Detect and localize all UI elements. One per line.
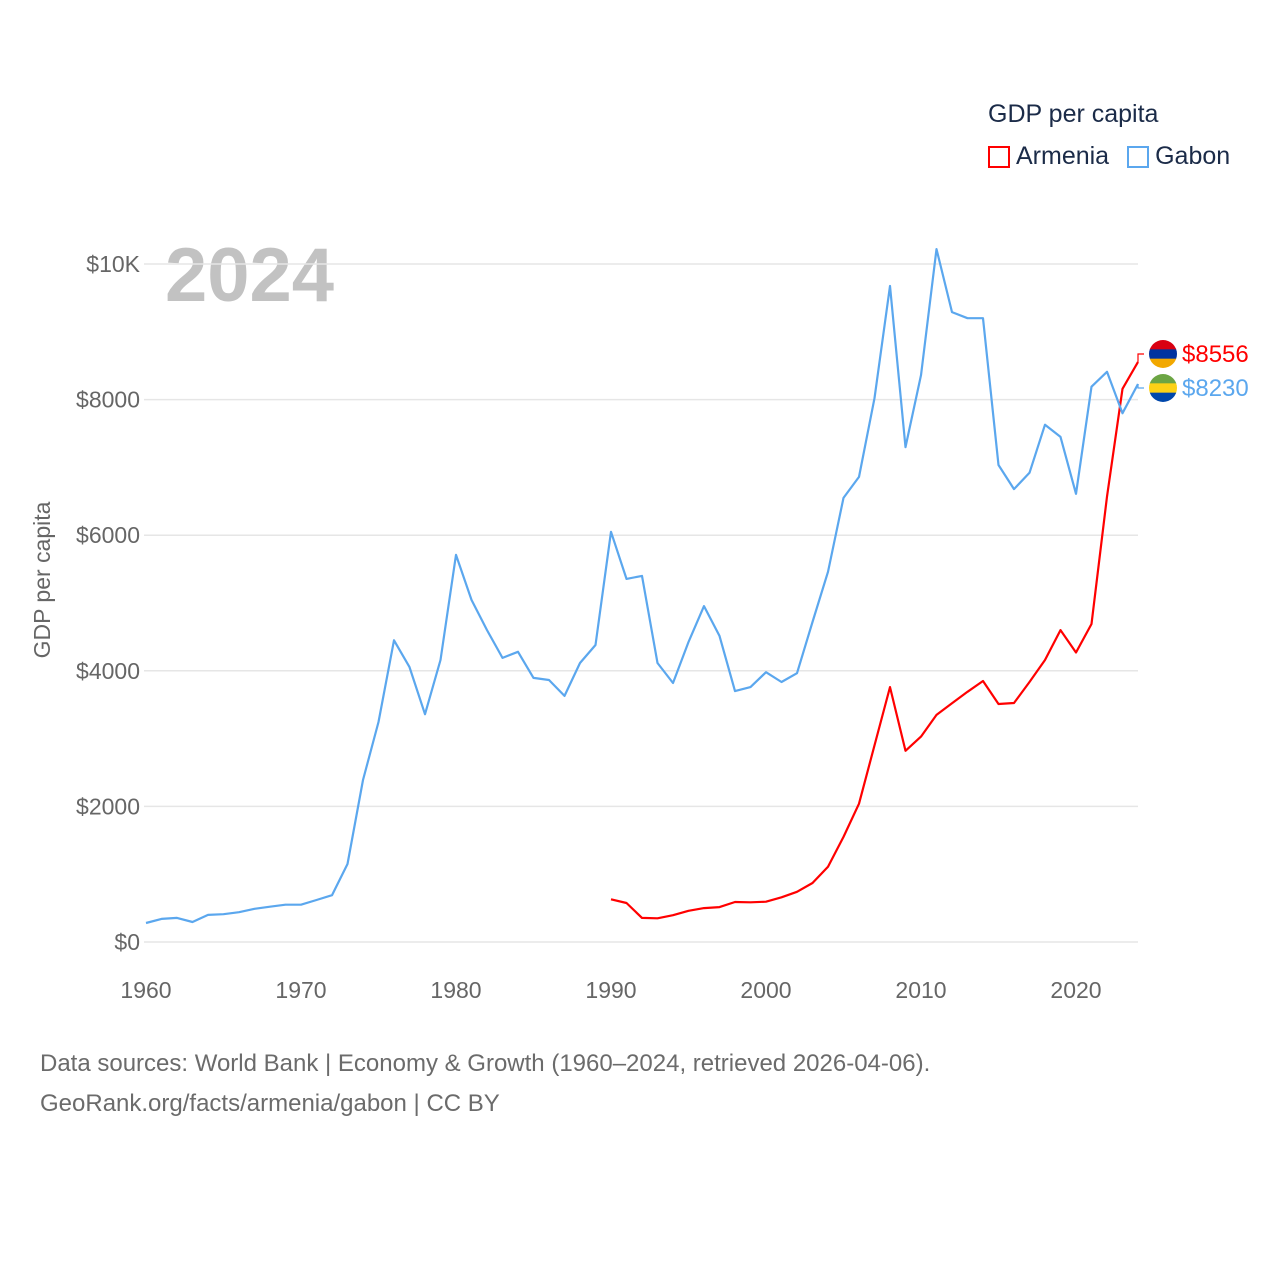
x-tick-label: 1980 bbox=[430, 977, 481, 1003]
flag-icon-armenia bbox=[1149, 349, 1177, 360]
attribution-link[interactable]: GeoRank.org/facts/armenia/gabon | CC BY bbox=[40, 1090, 500, 1117]
legend-swatch-gabon bbox=[1127, 145, 1150, 168]
legend-swatch-armenia bbox=[988, 145, 1010, 168]
y-tick-label: $2000 bbox=[76, 793, 140, 819]
x-tick-label: 2010 bbox=[895, 977, 946, 1003]
legend-label-armenia: Armenia bbox=[1016, 142, 1110, 170]
year-watermark: 2024 bbox=[165, 233, 334, 318]
data-source-text: Data sources: World Bank | Economy & Gro… bbox=[40, 1050, 931, 1077]
legend-item-armenia[interactable]: Armenia bbox=[988, 142, 1109, 171]
end-value-label-gabon: $8230 bbox=[1182, 375, 1249, 402]
legend-item-gabon[interactable]: Gabon bbox=[1127, 142, 1230, 171]
y-tick-label: $6000 bbox=[76, 522, 140, 548]
series-line-gabon bbox=[145, 248, 1139, 925]
flag-icon-gabon bbox=[1149, 374, 1177, 384]
x-tick-label: 2020 bbox=[1050, 977, 1101, 1003]
y-axis-title: GDP per capita bbox=[29, 501, 55, 658]
y-tick-label: $10K bbox=[86, 251, 140, 277]
flag-icon-gabon bbox=[1149, 383, 1177, 394]
end-value-label-armenia: $8556 bbox=[1182, 341, 1249, 368]
x-tick-label: 2000 bbox=[740, 977, 791, 1003]
y-tick-label: $4000 bbox=[76, 658, 140, 684]
flag-icon-armenia bbox=[1149, 358, 1177, 368]
y-tick-label: $8000 bbox=[76, 387, 140, 413]
label-connector-armenia bbox=[1137, 353, 1144, 362]
label-connector-gabon bbox=[1137, 384, 1144, 389]
x-tick-label: 1990 bbox=[585, 977, 636, 1003]
x-tick-label: 1960 bbox=[120, 977, 171, 1003]
x-tick-label: 1970 bbox=[275, 977, 326, 1003]
footer: Data sources: World Bank | Economy & Gro… bbox=[40, 1044, 930, 1124]
flag-icon-armenia bbox=[1149, 340, 1177, 350]
flag-icon-gabon bbox=[1149, 392, 1177, 402]
series-line-armenia bbox=[610, 361, 1139, 920]
legend: Armenia Gabon bbox=[988, 142, 1230, 171]
legend-label-gabon: Gabon bbox=[1155, 142, 1231, 170]
legend-title: GDP per capita bbox=[988, 100, 1159, 128]
y-tick-label: $0 bbox=[114, 929, 140, 955]
